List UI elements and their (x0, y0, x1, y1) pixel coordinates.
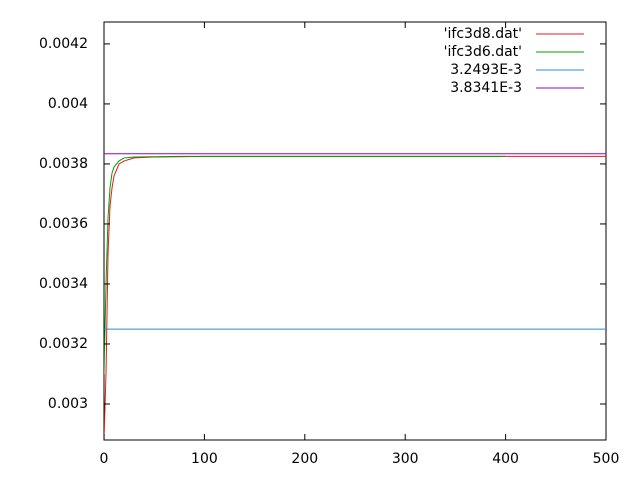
y-tick-label: 0.0036 (39, 216, 88, 232)
series-line (104, 155, 506, 374)
x-tick-label: 300 (392, 451, 419, 467)
legend-label: 'ifc3d6.dat' (444, 44, 522, 60)
x-tick-label: 100 (191, 451, 218, 467)
y-tick-label: 0.003 (48, 396, 88, 412)
plot-frame (103, 21, 607, 441)
x-tick-label: 0 (100, 451, 109, 467)
y-tick-label: 0.0042 (39, 36, 88, 52)
x-tick-label: 200 (291, 451, 318, 467)
legend-label: 3.8341E-3 (450, 80, 522, 96)
series-line (104, 155, 606, 440)
y-tick-label: 0.004 (48, 96, 88, 112)
y-tick-label: 0.0032 (39, 336, 88, 352)
y-tick-label: 0.0038 (39, 156, 88, 172)
legend-label: 3.2493E-3 (450, 62, 522, 78)
y-tick-label: 0.0034 (39, 276, 88, 292)
legend-label: 'ifc3d8.dat' (444, 26, 522, 42)
x-tick-label: 400 (492, 451, 519, 467)
plot-area (104, 153, 606, 440)
x-tick-label: 500 (593, 451, 620, 467)
